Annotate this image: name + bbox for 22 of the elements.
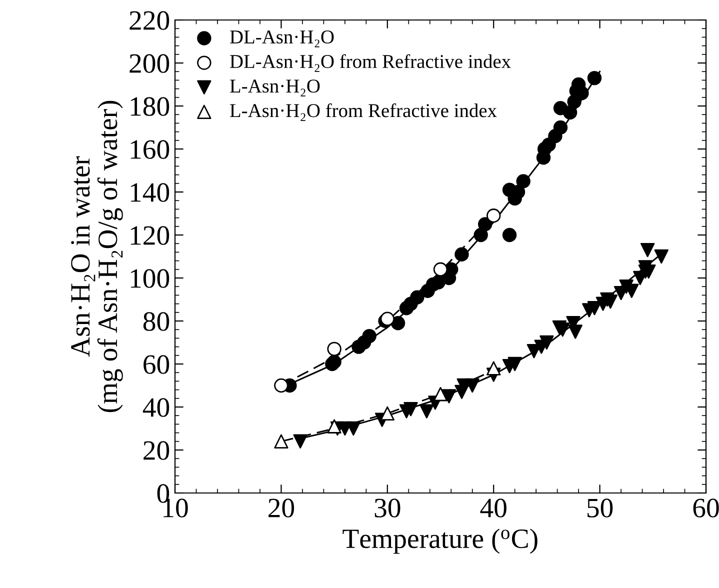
x-tick-label: 20 <box>268 498 294 518</box>
y-tick-label: 40 <box>142 398 170 417</box>
y-tick-label: 200 <box>130 54 170 73</box>
y-tick-label: 220 <box>130 11 170 30</box>
legend-label: DL-Asn·H₂O from Refractive index <box>230 54 511 72</box>
y-tick-label: 60 <box>144 355 170 374</box>
y-axis-title: Asn·H₂O in water (mg of Asn·H₂O/g of water) <box>71 100 123 412</box>
y-tick-label: 100 <box>130 269 170 288</box>
x-tick-label: 30 <box>374 498 400 518</box>
y-tick-label: 140 <box>130 183 170 202</box>
x-axis-title: Temperature ($^{o}$C) <box>342 528 538 554</box>
legend-label: L-Asn·H₂O from Refractive index <box>230 103 497 121</box>
x-tick-label: 40 <box>480 498 506 518</box>
y-tick-label: 180 <box>130 97 170 116</box>
x-tick-label: 50 <box>588 498 613 518</box>
x-tick-label: 60 <box>693 498 719 518</box>
y-tick-label: 160 <box>130 140 170 159</box>
y-tick-label: 20 <box>144 441 170 460</box>
legend-label: L-Asn·H₂O <box>230 80 320 96</box>
legend-label: DL-Asn·H₂O <box>230 30 334 48</box>
y-tick-label: 80 <box>143 312 170 331</box>
y-tick-label: 120 <box>130 226 170 245</box>
